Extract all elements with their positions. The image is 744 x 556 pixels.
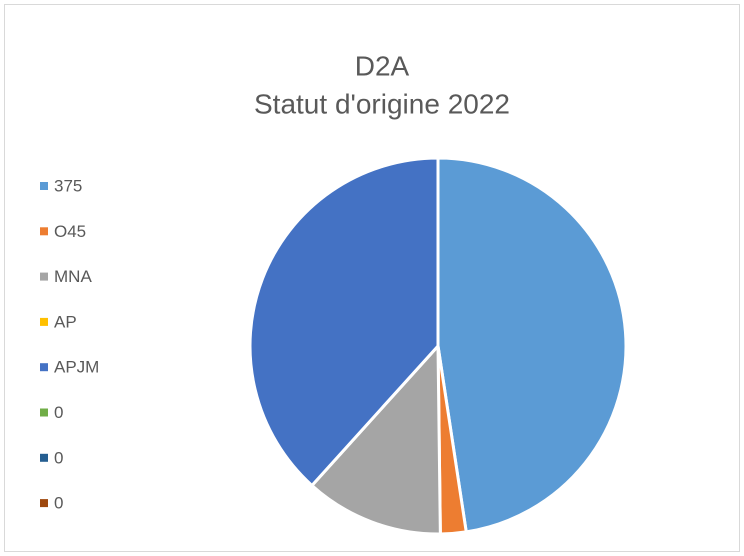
legend-swatch	[40, 272, 48, 281]
pie-slice	[248, 156, 440, 488]
legend-swatch	[40, 182, 48, 190]
legend-swatch	[40, 453, 48, 462]
pie-slice	[436, 156, 628, 534]
legend-swatch	[40, 227, 48, 236]
legend-label: APJM	[54, 358, 99, 377]
legend-label: AP	[54, 312, 77, 331]
legend-label: 375	[54, 176, 82, 195]
chart-subtitle: Statut d'origine 2022	[254, 88, 510, 119]
chart-title: D2A	[355, 50, 410, 81]
legend-swatch	[40, 408, 48, 417]
pie-slice	[309, 342, 442, 536]
legend-label: O45	[54, 222, 86, 241]
legend-label: MNA	[54, 267, 92, 286]
legend-label: 0	[54, 494, 63, 513]
legend-label: 0	[54, 403, 63, 422]
legend-swatch	[40, 499, 48, 508]
legend-label: 0	[54, 448, 63, 467]
legend-swatch	[40, 317, 48, 326]
legend-swatch	[40, 363, 48, 372]
